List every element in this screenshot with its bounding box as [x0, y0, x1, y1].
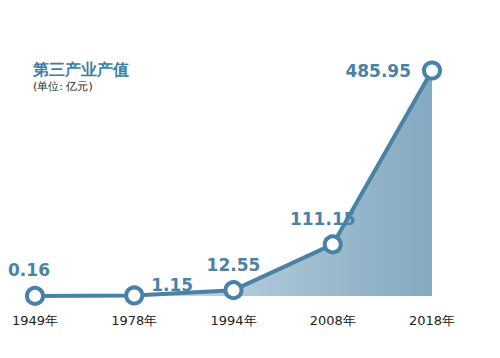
- svg-text:1949年: 1949年: [12, 313, 58, 328]
- svg-text:485.95: 485.95: [345, 61, 411, 81]
- svg-text:2018年: 2018年: [409, 313, 455, 328]
- svg-text:1978年: 1978年: [111, 313, 157, 328]
- svg-text:111.15: 111.15: [290, 209, 356, 229]
- svg-text:2008年: 2008年: [310, 313, 356, 328]
- svg-text:12.55: 12.55: [207, 255, 261, 275]
- svg-text:1994年: 1994年: [210, 313, 256, 328]
- svg-text:第三产业产值: 第三产业产值: [32, 60, 129, 79]
- svg-text:(单位: 亿元): (单位: 亿元): [33, 80, 93, 93]
- svg-text:1.15: 1.15: [151, 275, 193, 295]
- svg-text:0.16: 0.16: [8, 260, 50, 280]
